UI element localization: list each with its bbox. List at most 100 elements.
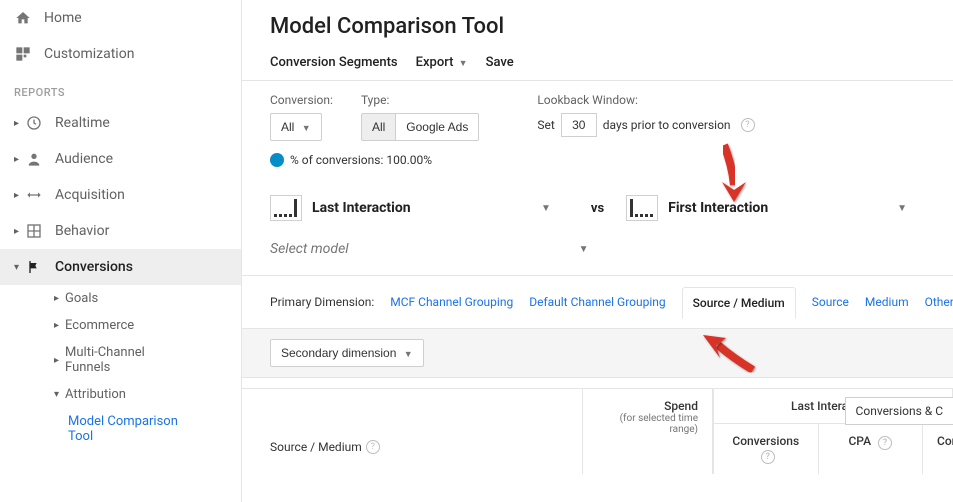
sidebar-label: Customization bbox=[44, 46, 134, 62]
select-model-row: Select model ▼ bbox=[242, 235, 953, 275]
caret-icon: ▸ bbox=[54, 355, 59, 366]
help-icon[interactable]: ? bbox=[366, 440, 380, 454]
pct-text: % of conversions: 100.00% bbox=[290, 153, 432, 167]
conversions-and-label: Conversions & C bbox=[856, 404, 943, 418]
lookback-days-input[interactable] bbox=[561, 113, 597, 137]
conversions-submenu: ▸ Goals ▸ Ecommerce ▸ Multi-Channel Funn… bbox=[0, 285, 241, 450]
save-button[interactable]: Save bbox=[486, 55, 514, 70]
col-con-cut: Con bbox=[923, 424, 953, 474]
help-icon[interactable]: ? bbox=[761, 450, 775, 464]
conversion-control: Conversion: All ▼ bbox=[270, 93, 333, 141]
spend-sub: (for selected time range) bbox=[597, 413, 698, 435]
reports-heading: REPORTS bbox=[0, 72, 241, 105]
sidebar-label: Conversions bbox=[55, 259, 133, 275]
caret-down-icon: ▼ bbox=[404, 349, 413, 359]
sidebar-item-behavior[interactable]: ▸ Behavior bbox=[0, 213, 241, 249]
help-icon[interactable]: ? bbox=[741, 118, 755, 132]
sidebar-item-conversions[interactable]: ▾ Conversions bbox=[0, 249, 241, 285]
caret-down-icon: ▼ bbox=[459, 59, 468, 69]
model-left-selector[interactable]: Last Interaction ▼ bbox=[270, 195, 569, 221]
sidebar-label: Realtime bbox=[55, 115, 110, 131]
lookback-after: days prior to conversion bbox=[603, 118, 731, 132]
caret-icon: ▸ bbox=[14, 118, 19, 129]
main-content: Model Comparison Tool Conversion Segment… bbox=[242, 0, 953, 502]
customization-icon bbox=[14, 45, 32, 63]
sidebar-label: Home bbox=[44, 10, 82, 26]
sidebar-label: Attribution bbox=[65, 387, 126, 402]
secondary-dimension-row: Secondary dimension ▼ bbox=[242, 328, 953, 378]
dot-icon bbox=[270, 153, 284, 167]
acquisition-icon bbox=[25, 186, 43, 204]
col-cpa: CPA ? bbox=[819, 424, 924, 474]
pct-conversions-row: % of conversions: 100.00% bbox=[242, 147, 953, 181]
conversion-dropdown[interactable]: All ▼ bbox=[270, 113, 322, 141]
export-button[interactable]: Export ▼ bbox=[416, 55, 468, 70]
sidebar-item-customization[interactable]: Customization bbox=[0, 36, 241, 72]
caret-icon: ▸ bbox=[14, 226, 19, 237]
type-all-button[interactable]: All bbox=[361, 113, 396, 141]
model-right-selector[interactable]: First Interaction ▼ bbox=[626, 195, 925, 221]
lookback-control: Lookback Window: Set days prior to conve… bbox=[537, 93, 754, 141]
sidebar-item-goals[interactable]: ▸ Goals bbox=[36, 285, 241, 312]
sidebar-item-mcf[interactable]: ▸ Multi-Channel Funnels bbox=[36, 339, 241, 381]
sidebar-item-ecommerce[interactable]: ▸ Ecommerce bbox=[36, 312, 241, 339]
sidebar-item-audience[interactable]: ▸ Audience bbox=[0, 141, 241, 177]
secondary-dimension-dropdown[interactable]: Secondary dimension ▼ bbox=[270, 339, 424, 367]
dimension-source-medium[interactable]: Source / Medium bbox=[682, 287, 796, 319]
dimension-source[interactable]: Source bbox=[812, 295, 849, 309]
sidebar-item-realtime[interactable]: ▸ Realtime bbox=[0, 105, 241, 141]
select-model-label: Select model bbox=[270, 241, 349, 257]
conversions-and-button[interactable]: Conversions & C bbox=[845, 397, 953, 425]
caret-down-icon: ▼ bbox=[897, 203, 907, 214]
last-interaction-icon bbox=[270, 195, 302, 221]
behavior-icon bbox=[25, 222, 43, 240]
sidebar-label: Goals bbox=[65, 291, 98, 306]
flag-icon bbox=[25, 258, 43, 276]
select-model-dropdown[interactable]: Select model bbox=[270, 241, 349, 257]
dimension-other[interactable]: Other ▼ bbox=[925, 295, 953, 309]
cpa-label: CPA bbox=[848, 434, 871, 448]
vs-label: vs bbox=[591, 201, 604, 216]
sidebar-label: Behavior bbox=[55, 223, 109, 239]
conversion-label: Conversion: bbox=[270, 93, 333, 107]
col-spend: Spend (for selected time range) bbox=[583, 389, 713, 474]
dimension-default[interactable]: Default Channel Grouping bbox=[529, 295, 665, 309]
toolbar: Conversion Segments Export ▼ Save bbox=[242, 49, 953, 81]
secondary-dimension-label: Secondary dimension bbox=[281, 346, 396, 360]
primary-dimension-row: Primary Dimension: MCF Channel Grouping … bbox=[242, 275, 953, 328]
caret-icon: ▸ bbox=[14, 190, 19, 201]
sidebar-label: Acquisition bbox=[55, 187, 125, 203]
primary-dimension-label: Primary Dimension: bbox=[270, 295, 374, 309]
model-right-name: First Interaction bbox=[668, 200, 768, 216]
sidebar-label: Audience bbox=[55, 151, 113, 167]
model-comparison-row: Last Interaction ▼ vs First Interaction … bbox=[242, 181, 953, 235]
sidebar-item-attribution[interactable]: ▾ Attribution bbox=[36, 381, 241, 408]
conversions-label: Conversions bbox=[732, 434, 799, 448]
caret-icon: ▸ bbox=[54, 293, 59, 304]
export-label: Export bbox=[416, 55, 454, 70]
col-source-medium-label: Source / Medium bbox=[270, 440, 362, 454]
conversion-segments-button[interactable]: Conversion Segments bbox=[270, 55, 398, 70]
dimension-other-label: Other bbox=[925, 295, 953, 309]
caret-down-icon: ▾ bbox=[54, 389, 59, 400]
caret-icon: ▸ bbox=[14, 154, 19, 165]
type-buttons: All Google Ads bbox=[361, 113, 479, 141]
sidebar-label: Ecommerce bbox=[65, 318, 134, 333]
type-google-ads-button[interactable]: Google Ads bbox=[396, 113, 479, 141]
person-icon bbox=[25, 150, 43, 168]
sidebar-label: Multi-Channel Funnels bbox=[65, 345, 175, 375]
sidebar-item-home[interactable]: Home bbox=[0, 0, 241, 36]
sidebar-item-model-comparison[interactable]: Model Comparison Tool bbox=[36, 408, 241, 450]
caret-down-icon: ▾ bbox=[14, 262, 19, 273]
sidebar-item-acquisition[interactable]: ▸ Acquisition bbox=[0, 177, 241, 213]
help-icon[interactable]: ? bbox=[878, 436, 892, 450]
dimension-mcf[interactable]: MCF Channel Grouping bbox=[390, 295, 513, 309]
page-title: Model Comparison Tool bbox=[242, 0, 953, 49]
lookback-label: Lookback Window: bbox=[537, 93, 754, 107]
lookback-set: Set bbox=[537, 118, 554, 132]
caret-down-icon: ▼ bbox=[579, 244, 589, 255]
dimension-medium[interactable]: Medium bbox=[865, 295, 909, 309]
clock-icon bbox=[25, 114, 43, 132]
caret-down-icon: ▼ bbox=[302, 123, 311, 133]
caret-down-icon: ▼ bbox=[541, 203, 551, 214]
